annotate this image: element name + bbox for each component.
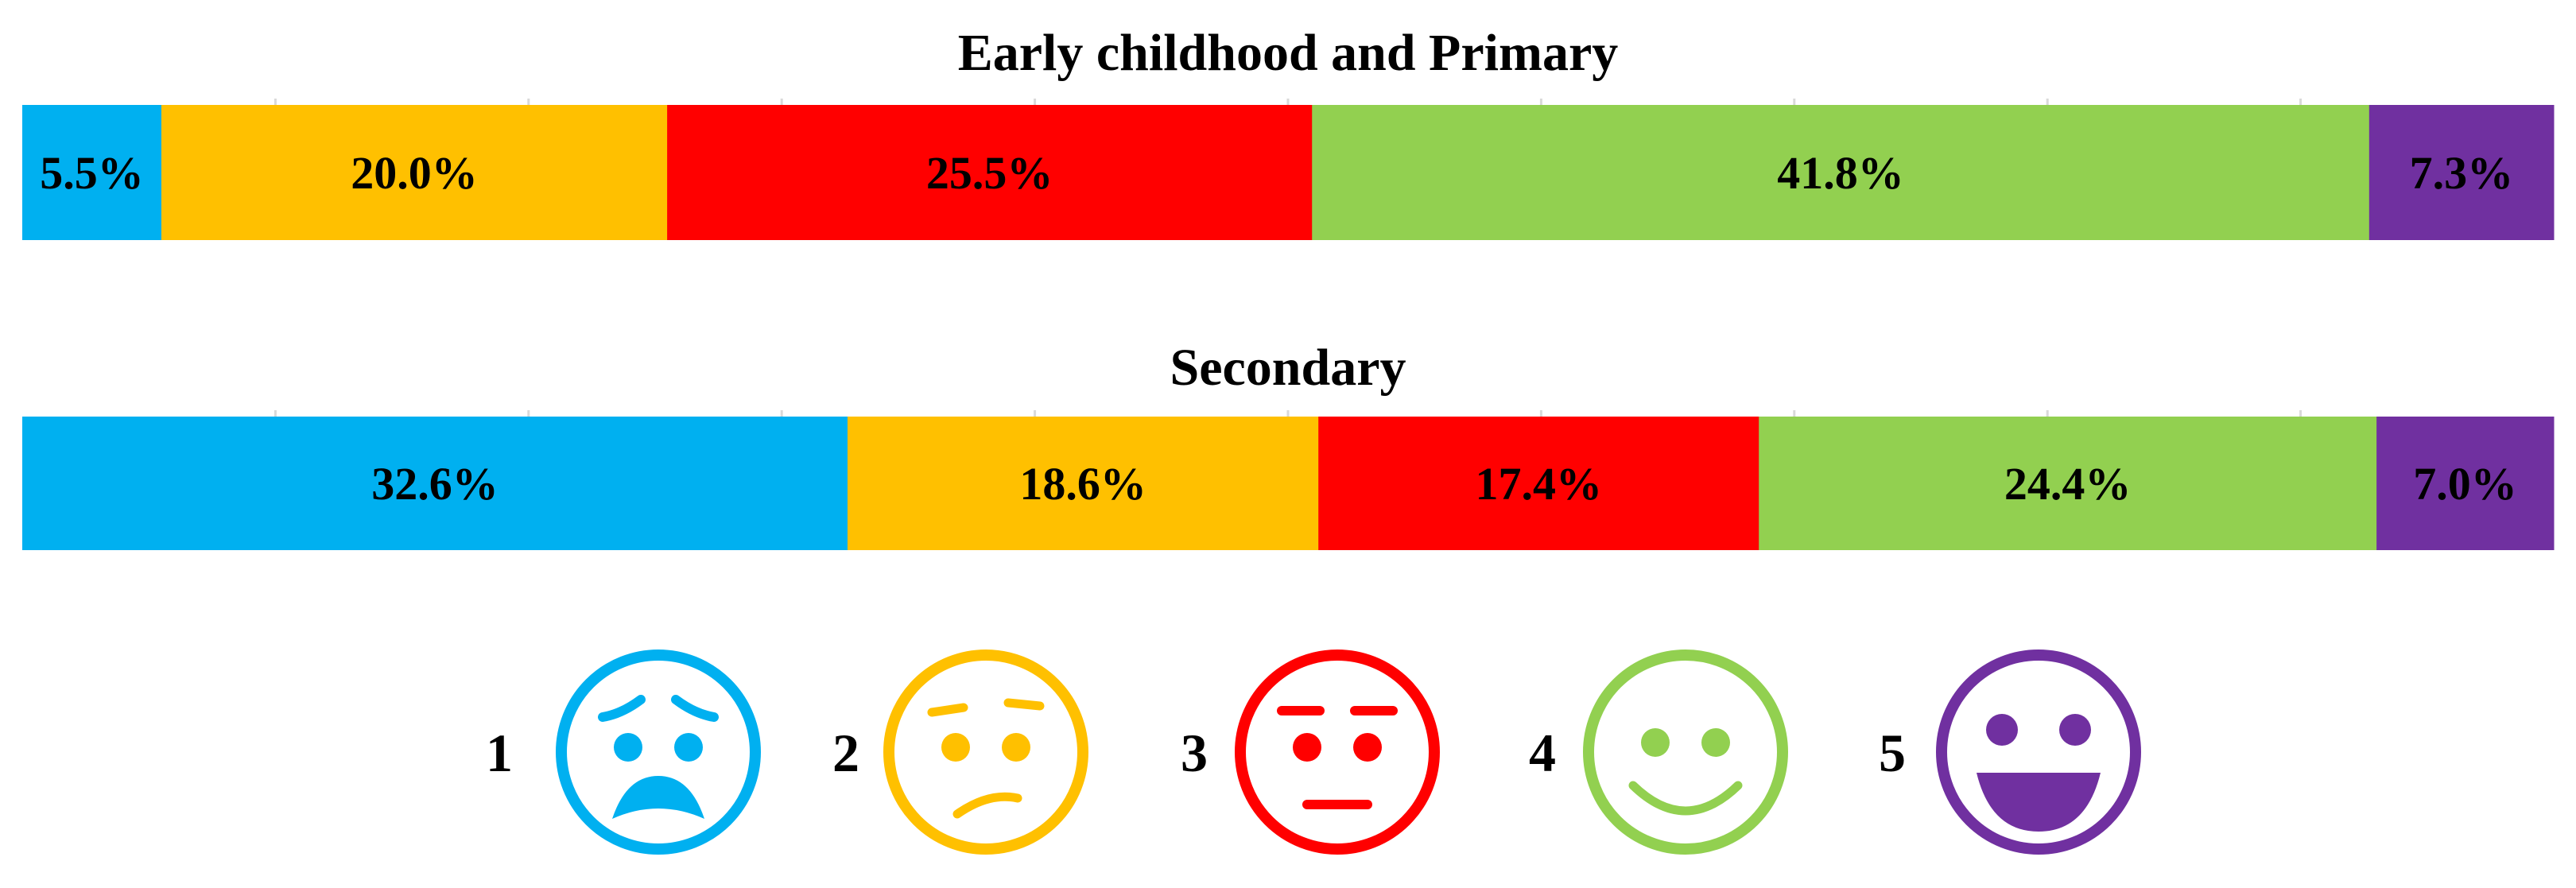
bar-title: Secondary xyxy=(1170,339,1406,397)
grinning-face-icon xyxy=(1936,650,2141,855)
legend-number: 4 xyxy=(1529,723,1556,783)
legend-item-3: 3 xyxy=(1181,650,1440,855)
bar-segment-2 xyxy=(161,105,668,240)
data-label: 32.6% xyxy=(371,458,499,510)
data-label: 5.5% xyxy=(40,147,144,199)
bars-layer: Early childhood and Primary 5.5% 20.0% 25.5… xyxy=(22,24,2555,550)
bar-segment-2 xyxy=(847,417,1319,550)
neutral-face-icon xyxy=(1235,650,1440,855)
legend: 1 2 3 4 5 xyxy=(486,650,2141,855)
bar-segment-1 xyxy=(22,105,162,240)
smiling-face-icon xyxy=(1583,650,1788,855)
legend-item-2: 2 xyxy=(832,650,1088,855)
bar-segment-4 xyxy=(1312,105,2370,240)
legend-number: 5 xyxy=(1879,723,1906,783)
legend-number: 2 xyxy=(832,723,859,783)
bar-segment-1 xyxy=(22,417,848,550)
data-label: 18.6% xyxy=(1019,458,1146,510)
bar-title: Early childhood and Primary xyxy=(958,24,1619,82)
data-label: 25.5% xyxy=(926,147,1053,199)
bar-segment-5 xyxy=(2376,417,2555,550)
data-label: 17.4% xyxy=(1475,458,1602,510)
data-label: 41.8% xyxy=(1777,147,1904,199)
bar-group-2: Secondary 32.6% 18.6% 17.4% 24.4% 7.0% xyxy=(22,339,2555,550)
bar-segment-4 xyxy=(1759,417,2377,550)
bar-segment-3 xyxy=(667,105,1313,240)
data-label: 20.0% xyxy=(351,147,478,199)
legend-item-1: 1 xyxy=(486,650,761,855)
confused-face-icon xyxy=(883,650,1088,855)
bar-segment-3 xyxy=(1318,417,1759,550)
legend-item-4: 4 xyxy=(1529,650,1788,855)
legend-item-5: 5 xyxy=(1879,650,2141,855)
bar-group-1: Early childhood and Primary 5.5% 20.0% 25.5… xyxy=(22,24,2555,240)
data-label: 24.4% xyxy=(2004,458,2132,510)
legend-number: 3 xyxy=(1181,723,1208,783)
data-label: 7.3% xyxy=(2410,147,2514,199)
legend-number: 1 xyxy=(486,723,513,783)
worried-face-icon xyxy=(556,650,761,855)
data-label: 7.0% xyxy=(2413,458,2517,510)
bar-segment-5 xyxy=(2368,105,2555,240)
